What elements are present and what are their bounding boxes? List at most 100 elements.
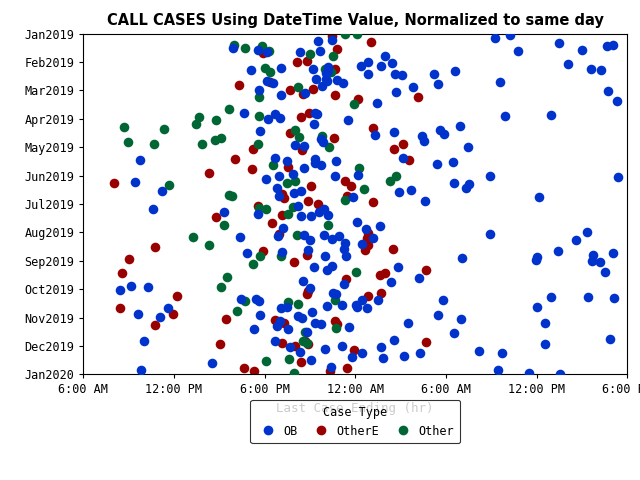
Point bbox=[337, 301, 348, 309]
Point bbox=[317, 82, 328, 90]
Point bbox=[265, 78, 275, 86]
Point bbox=[406, 186, 417, 194]
Point bbox=[275, 230, 285, 238]
Point bbox=[155, 312, 165, 320]
Point bbox=[296, 213, 306, 220]
Point bbox=[323, 211, 333, 219]
Point bbox=[255, 252, 266, 260]
Point bbox=[305, 236, 316, 244]
Point bbox=[368, 124, 378, 132]
Point bbox=[363, 292, 373, 300]
Point bbox=[290, 342, 300, 350]
Point bbox=[302, 328, 312, 336]
Point bbox=[224, 105, 234, 113]
Point bbox=[253, 211, 264, 218]
Point bbox=[150, 321, 160, 329]
Point bbox=[265, 68, 275, 75]
Point bbox=[316, 135, 326, 143]
Point bbox=[284, 355, 294, 363]
Point bbox=[331, 324, 341, 332]
Point bbox=[524, 370, 534, 377]
Point bbox=[438, 296, 448, 303]
Point bbox=[228, 45, 238, 52]
Point bbox=[323, 63, 333, 71]
Point bbox=[388, 245, 398, 252]
Point bbox=[404, 156, 414, 164]
Point bbox=[555, 370, 565, 378]
Point bbox=[612, 97, 622, 105]
Point bbox=[339, 197, 349, 204]
Point bbox=[290, 177, 300, 185]
Point bbox=[449, 179, 460, 187]
Point bbox=[596, 66, 606, 74]
Point bbox=[397, 154, 408, 162]
Point bbox=[368, 234, 378, 242]
Point bbox=[458, 254, 468, 262]
Point bbox=[269, 316, 280, 324]
Point bbox=[248, 260, 258, 267]
Point bbox=[329, 134, 339, 142]
Point bbox=[258, 49, 268, 57]
Point bbox=[210, 136, 220, 144]
Point bbox=[109, 179, 119, 186]
Point bbox=[249, 367, 259, 375]
Point bbox=[554, 40, 564, 48]
Point bbox=[273, 232, 283, 240]
Point bbox=[331, 157, 341, 165]
Point bbox=[255, 127, 265, 134]
Point bbox=[341, 252, 351, 260]
Point bbox=[191, 120, 202, 128]
Point bbox=[366, 38, 376, 46]
Point bbox=[234, 233, 244, 240]
Point bbox=[352, 218, 362, 226]
Point bbox=[322, 302, 332, 310]
Point bbox=[330, 91, 340, 99]
Point bbox=[298, 337, 308, 345]
Point bbox=[211, 214, 221, 221]
Point bbox=[359, 185, 369, 192]
Point bbox=[285, 86, 295, 94]
Point bbox=[246, 66, 256, 73]
Point bbox=[282, 179, 292, 187]
Point bbox=[323, 221, 333, 229]
Point bbox=[485, 172, 495, 180]
Point bbox=[261, 357, 271, 364]
Point bbox=[290, 142, 300, 149]
Point bbox=[292, 59, 303, 66]
Point bbox=[450, 68, 460, 75]
Point bbox=[362, 241, 372, 249]
Point bbox=[197, 141, 207, 148]
Point bbox=[234, 81, 244, 89]
Point bbox=[493, 366, 503, 374]
Point bbox=[148, 205, 159, 213]
Point bbox=[330, 317, 340, 325]
Point bbox=[605, 336, 615, 343]
Point bbox=[277, 211, 287, 218]
Point bbox=[276, 304, 287, 312]
Point bbox=[296, 358, 306, 366]
Point bbox=[609, 295, 619, 302]
Point bbox=[303, 197, 313, 204]
Point bbox=[433, 311, 443, 319]
Point bbox=[302, 57, 312, 65]
Point bbox=[224, 192, 234, 199]
Point bbox=[316, 320, 326, 327]
Point bbox=[230, 155, 240, 162]
Point bbox=[304, 109, 314, 117]
Point bbox=[246, 166, 257, 173]
Point bbox=[363, 70, 373, 77]
Point bbox=[364, 229, 374, 237]
Point bbox=[391, 88, 401, 96]
Point bbox=[613, 173, 623, 181]
Point bbox=[398, 140, 408, 148]
Point bbox=[262, 48, 272, 56]
Point bbox=[310, 159, 320, 167]
Point bbox=[554, 247, 564, 254]
Point bbox=[342, 192, 352, 200]
Point bbox=[347, 353, 357, 361]
Point bbox=[326, 363, 336, 371]
Point bbox=[312, 110, 323, 118]
Point bbox=[380, 269, 390, 277]
Point bbox=[254, 204, 264, 212]
Point bbox=[296, 188, 307, 195]
